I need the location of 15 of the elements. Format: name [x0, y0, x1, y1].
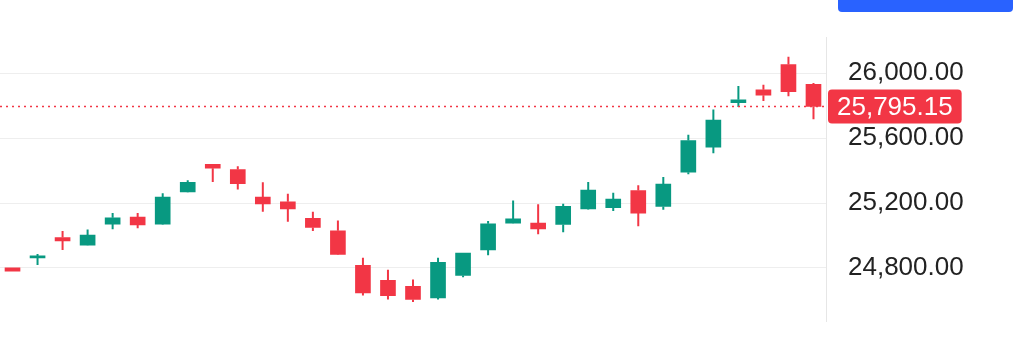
y-tick-label: 25,600.00 [848, 121, 964, 152]
y-tick-label: 25,200.00 [848, 186, 964, 217]
ref-line-label: 25,795.15 [837, 90, 953, 121]
candlestick [54, 229, 71, 251]
candlestick [605, 191, 622, 212]
candlestick [580, 180, 597, 210]
candlestick [355, 256, 371, 297]
candlestick [254, 181, 271, 213]
candlestick [229, 165, 246, 191]
y-tick-label: 26,000.00 [848, 56, 964, 87]
candlestick [705, 108, 722, 155]
y-tick-label: 24,800.00 [848, 251, 964, 282]
candlestick [380, 268, 396, 301]
candlestick [530, 203, 546, 236]
candlestick [630, 184, 647, 228]
